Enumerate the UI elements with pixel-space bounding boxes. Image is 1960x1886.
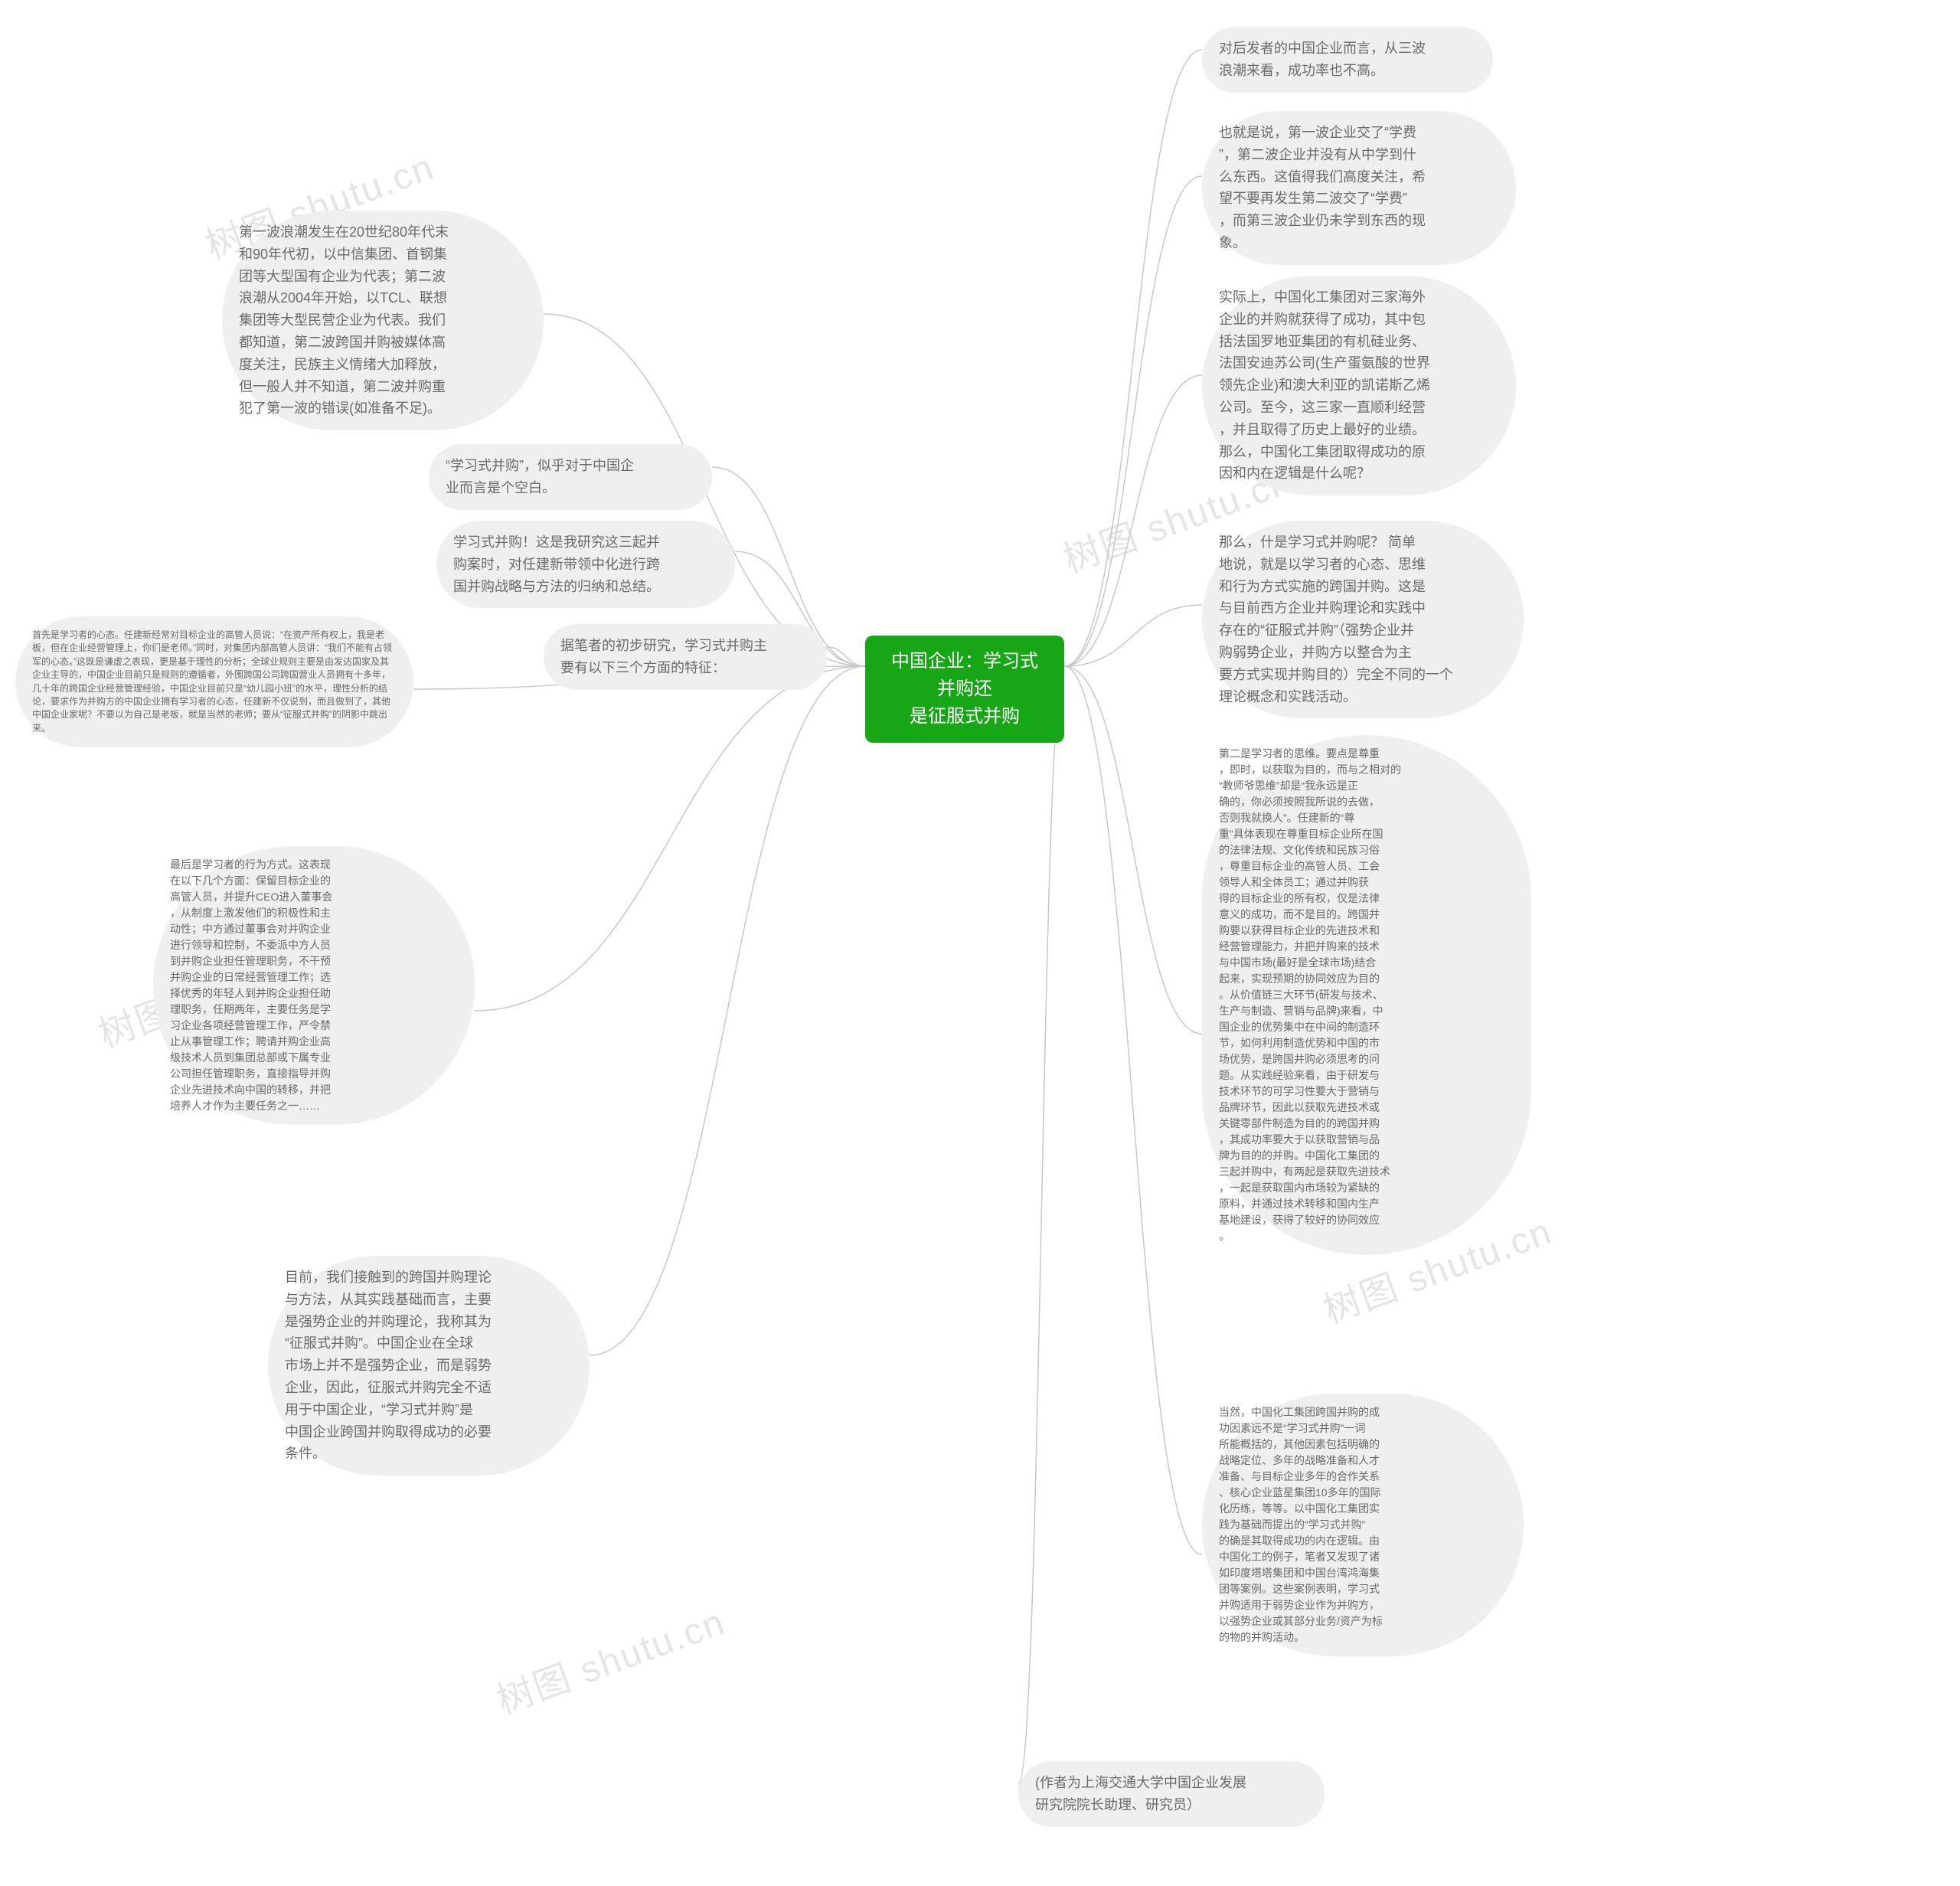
edge: [827, 647, 865, 666]
center-topic: 中国企业：学习式并购还是征服式并购: [865, 636, 1064, 743]
right-node-r4: 那么，什是学习式并购呢？ 简单地说，就是以学习者的心态、思维和行为方式实施的跨国…: [1202, 521, 1524, 718]
left-node-l2: “学习式并购”，似乎对于中国企业而言是个空白。: [429, 444, 712, 510]
left-node-l4: 据笔者的初步研究，学习式并购主要有以下三个方面的特征：: [544, 624, 827, 690]
edge: [1064, 666, 1202, 1554]
edge: [1018, 666, 1064, 1784]
right-node-r3: 实际上，中国化工集团对三家海外企业的并购就获得了成功，其中包括法国罗地亚集团的有…: [1202, 276, 1516, 495]
edge: [1064, 50, 1202, 666]
right-node-r1: 对后发者的中国企业而言，从三波浪潮来看，成功率也不高。: [1202, 27, 1493, 93]
right-node-r5: 第二是学习者的思维。要点是尊重，即时，以获取为目的，而与之相对的“教师爷思维”却…: [1202, 735, 1531, 1255]
left-node-l6: 最后是学习者的行为方式。这表现在以下几个方面：保留目标企业的高管人员，并提升CE…: [153, 846, 475, 1125]
edge: [1064, 176, 1202, 666]
left-node-l7: 目前，我们接触到的跨国并购理论与方法，从其实践基础而言，主要是强势企业的并购理论…: [268, 1256, 590, 1476]
right-node-r6: 当然，中国化工集团跨国并购的成功因素远不是“学习式并购”一词所能概括的，其他因素…: [1202, 1394, 1524, 1656]
left-node-l1: 第一波浪潮发生在20世纪80年代末和90年代初，以中信集团、首钢集团等大型国有企…: [222, 211, 544, 430]
right-node-r2: 也就是说，第一波企业交了“学费”，第二波企业并没有从中学到什么东西。这值得我们高…: [1202, 111, 1516, 265]
edge: [1064, 605, 1202, 666]
right-node-r7: (作者为上海交通大学中国企业发展研究院院长助理、研究员）: [1018, 1761, 1325, 1827]
left-node-l3: 学习式并购！这是我研究这三起并购案时，对任建新带领中化进行跨国并购战略与方法的归…: [436, 521, 735, 608]
left-node-l5: 首先是学习者的心态。任建新经常对目标企业的高管人员说：“在资产所有权上，我是老板…: [15, 616, 413, 747]
edge: [590, 666, 865, 1355]
edge: [1064, 666, 1202, 1034]
